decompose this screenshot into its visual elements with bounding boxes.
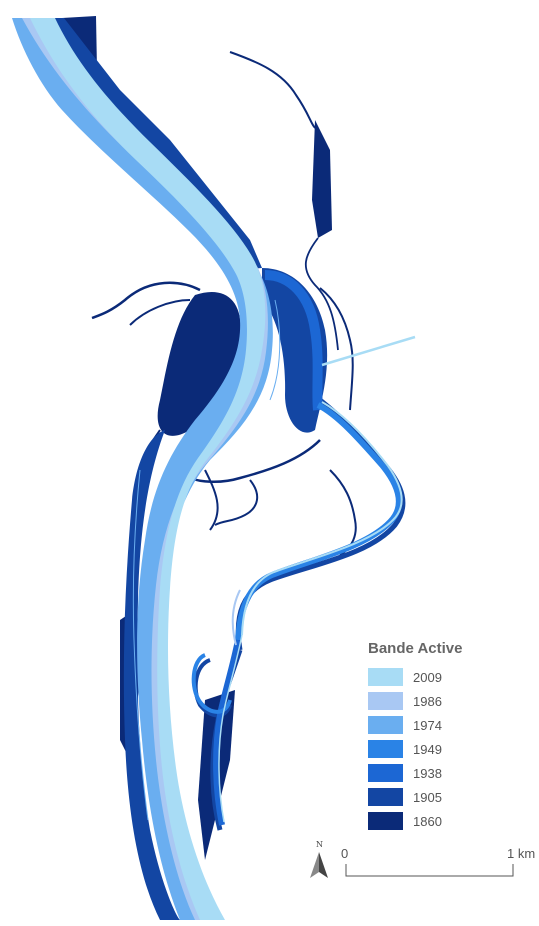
scale-start-label: 0 (341, 846, 349, 861)
legend-item: 1860 (368, 809, 498, 833)
legend-swatch (368, 812, 403, 830)
legend-swatch (368, 692, 403, 710)
scale-end-label: 1 km (507, 846, 536, 861)
scale-bar (345, 864, 514, 877)
band-1974 (12, 18, 273, 920)
band-2009 (30, 18, 416, 920)
legend-title: Bande Active (368, 640, 463, 657)
legend-label: 1860 (413, 813, 442, 829)
legend-label: 1986 (413, 693, 442, 709)
legend-label: 1949 (413, 741, 442, 757)
legend-label: 2009 (413, 669, 442, 685)
north-arrow-icon (310, 852, 328, 878)
legend-item: 1974 (368, 713, 498, 737)
legend-item: 1949 (368, 737, 498, 761)
legend-item: 1905 (368, 785, 498, 809)
legend-item: 2009 (368, 665, 498, 689)
legend-label: 1938 (413, 765, 442, 781)
legend-swatch (368, 740, 403, 758)
scale-bar-group: N 0 1 km (305, 840, 539, 890)
legend-swatch (368, 716, 403, 734)
north-letter: N (316, 840, 323, 849)
legend-item: 1986 (368, 689, 498, 713)
legend-items: 2009 1986 1974 1949 1938 1905 1860 (368, 665, 498, 833)
legend-swatch (368, 668, 403, 686)
bank-texture (132, 299, 281, 821)
legend: Bande Active 2009 1986 1974 1949 1938 1905 186… (368, 640, 498, 833)
legend-label: 1974 (413, 717, 442, 733)
legend-item: 1938 (368, 761, 498, 785)
legend-label: 1905 (413, 789, 442, 805)
band-1986 (22, 18, 268, 920)
legend-swatch (368, 788, 403, 806)
legend-swatch (368, 764, 403, 782)
